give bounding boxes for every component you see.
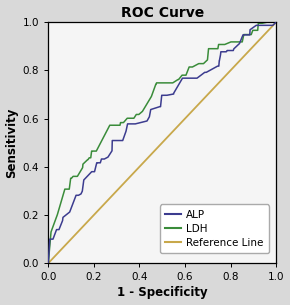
Title: ROC Curve: ROC Curve <box>121 5 204 20</box>
X-axis label: 1 - Specificity: 1 - Specificity <box>117 286 208 300</box>
Y-axis label: Sensitivity: Sensitivity <box>6 107 19 178</box>
Legend: ALP, LDH, Reference Line: ALP, LDH, Reference Line <box>160 204 269 253</box>
